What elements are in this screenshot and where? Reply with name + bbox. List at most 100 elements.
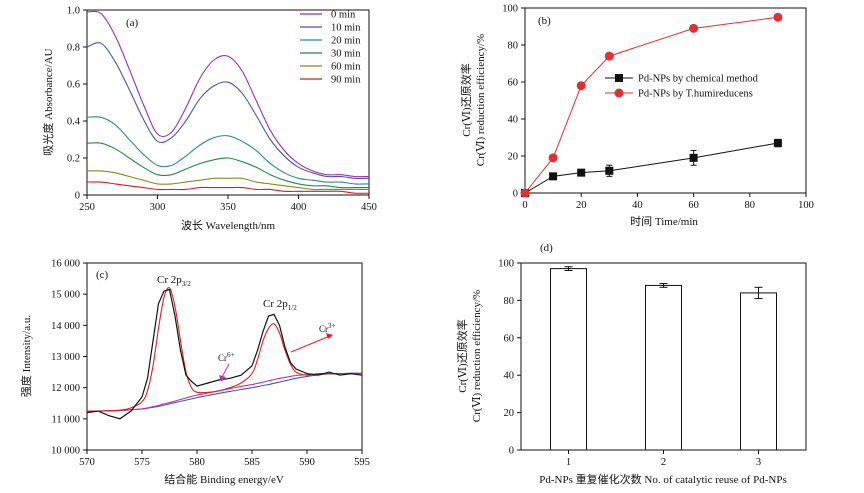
y-tick-label: 15 000 xyxy=(51,290,80,301)
y-tick-label: 1.0 xyxy=(67,6,80,17)
annotation-cr3-arrow xyxy=(290,335,331,353)
panel-b: 0 20 40 60 80 100 0 20 40 60 80 100 (b) 时间 Time/min… xyxy=(459,4,814,229)
legend-label: Pd-NPs by chemical method xyxy=(638,74,759,85)
y-tick-label: 0 xyxy=(513,189,518,200)
panel-b-lines xyxy=(520,12,783,198)
annotation-cr6: Cr6+ xyxy=(218,351,235,363)
panel-b-legend: Pd-NPs by chemical method Pd-NPs by T.hum… xyxy=(605,74,759,100)
panel-b-ylabel-cn: Cr(Ⅵ)还原效率 xyxy=(459,63,473,136)
y-tick-label: 0.2 xyxy=(67,154,80,165)
legend-label: 20 min xyxy=(331,36,361,47)
series-line-20min xyxy=(86,116,370,185)
y-tick-label: 0 xyxy=(75,191,80,202)
panel-a-xlabel: 波长 Wavelength/nm xyxy=(181,219,276,232)
x-tick-label: 400 xyxy=(291,202,307,213)
y-tick-label: 0.6 xyxy=(67,80,80,91)
data-point-square xyxy=(549,172,558,181)
annotation-cr3-sup: 3+ xyxy=(328,322,336,330)
y-tick-label: 10 000 xyxy=(51,446,80,457)
legend-label: 0 min xyxy=(331,10,356,21)
annotation-cr2p32: Cr 2p3/2 xyxy=(157,274,191,288)
y-tick-label: 60 xyxy=(508,78,519,89)
panel-c: 570 575 580 585 590 595 10 000 11 000 12 000 13 0… xyxy=(19,259,370,487)
data-point-circle xyxy=(773,12,783,22)
annotation-cr6-main: Cr xyxy=(218,353,227,363)
series-line-30min xyxy=(86,142,369,189)
annotation-cr3: Cr3+ xyxy=(319,322,336,334)
data-point-square xyxy=(605,166,614,175)
panel-b-ticks: 0 20 40 60 80 100 0 20 40 60 80 100 xyxy=(502,4,814,212)
series-line-60min xyxy=(86,170,369,191)
y-tick-label: 80 xyxy=(508,41,519,52)
data-point-square xyxy=(773,139,782,148)
panel-b-axes-frame xyxy=(524,7,807,194)
data-point-circle xyxy=(520,188,530,198)
legend-label: 10 min xyxy=(331,23,361,34)
x-tick-label: 585 xyxy=(244,457,260,468)
panel-c-lines xyxy=(86,287,363,420)
panel-d-bars: 1 2 3 xyxy=(550,266,777,468)
annotation-cr6-sup: 6+ xyxy=(227,351,235,359)
panel-d-xlabel: Pd-NPs 重复催化次数 No. of catalytic reuse of … xyxy=(539,472,786,486)
x-tick-label: 570 xyxy=(79,457,95,468)
annotation-cr2p12-main: Cr 2p xyxy=(263,298,288,310)
legend-label: 90 min xyxy=(331,75,361,86)
y-tick-label: 12 000 xyxy=(51,383,80,394)
annotation-cr3-arrowhead xyxy=(326,333,333,339)
annotation-cr6-arrowhead xyxy=(219,375,226,382)
x-tick-label: 300 xyxy=(150,202,166,213)
data-point-circle xyxy=(604,51,614,61)
panel-d-label: (d) xyxy=(540,242,553,254)
y-tick-label: 16 000 xyxy=(51,259,80,270)
data-point-circle xyxy=(689,23,699,33)
x-tick-label: 20 xyxy=(576,200,587,211)
panel-a-axes-frame xyxy=(86,9,370,196)
panel-b-label: (b) xyxy=(538,15,551,27)
bar xyxy=(550,268,587,451)
y-tick-label: 60 xyxy=(504,333,515,344)
x-tick-label: 80 xyxy=(745,200,756,211)
panel-d-ticks: 0 20 40 60 80 100 xyxy=(498,259,521,457)
panel-c-ticks: 570 575 580 585 590 595 10 000 11 000 12 000 13 0… xyxy=(51,259,370,469)
y-tick-label: 20 xyxy=(504,408,515,419)
data-point-square xyxy=(689,153,698,162)
spectrum-fit-cr3 xyxy=(86,287,362,412)
x-tick-label: 100 xyxy=(798,200,814,211)
legend-label: 30 min xyxy=(331,49,361,60)
y-tick-label: 40 xyxy=(504,371,515,382)
series-line xyxy=(524,16,778,194)
bar xyxy=(645,284,682,451)
panel-c-xlabel: 结合能 Binding energy/eV xyxy=(164,472,284,486)
x-tick-label: 580 xyxy=(189,457,205,468)
y-tick-label: 11 000 xyxy=(52,414,81,425)
panel-a: 250 300 350 400 450 0 0.2 0.4 0.6 0.8 1.0 (a) 波长 W… xyxy=(41,6,377,233)
legend-marker xyxy=(615,74,623,82)
spectrum-raw xyxy=(86,288,363,420)
y-tick-label: 0.8 xyxy=(67,43,80,54)
series-line-10min xyxy=(86,42,370,180)
series-line-90min xyxy=(86,181,370,194)
panel-d: 0 20 40 60 80 100 1 2 3 (d) Pd-NPs 重复催化次数 No. o… xyxy=(455,242,807,486)
y-tick-label: 40 xyxy=(508,115,519,126)
y-tick-label: 100 xyxy=(498,259,514,270)
y-tick-label: 0.4 xyxy=(67,117,81,128)
y-tick-label: 0 xyxy=(509,446,514,457)
x-tick-label: 1 xyxy=(566,457,571,468)
panel-a-ticks: 250 300 350 400 450 0 0.2 0.4 0.6 0.8 1.0 xyxy=(67,6,377,214)
x-tick-label: 575 xyxy=(134,457,150,468)
x-tick-label: 0 xyxy=(522,200,527,211)
annotation-cr2p32-main: Cr 2p xyxy=(157,274,182,286)
series-line-0min xyxy=(86,10,370,178)
x-tick-label: 595 xyxy=(354,457,370,468)
annotation-cr3-main: Cr xyxy=(319,324,328,334)
annotation-cr2p32-sub: 3/2 xyxy=(182,280,191,288)
y-tick-label: 100 xyxy=(502,4,518,15)
panel-b-ylabel-en: Cr(Ⅵ) reduction efficiency/% xyxy=(475,34,487,166)
data-point-circle xyxy=(548,153,558,163)
panel-a-ylabel: 吸光度 Absorbance/AU xyxy=(41,48,55,155)
x-tick-label: 250 xyxy=(79,202,95,213)
legend-marker xyxy=(614,88,624,98)
data-point-circle xyxy=(576,81,586,91)
x-tick-label: 450 xyxy=(361,202,377,213)
